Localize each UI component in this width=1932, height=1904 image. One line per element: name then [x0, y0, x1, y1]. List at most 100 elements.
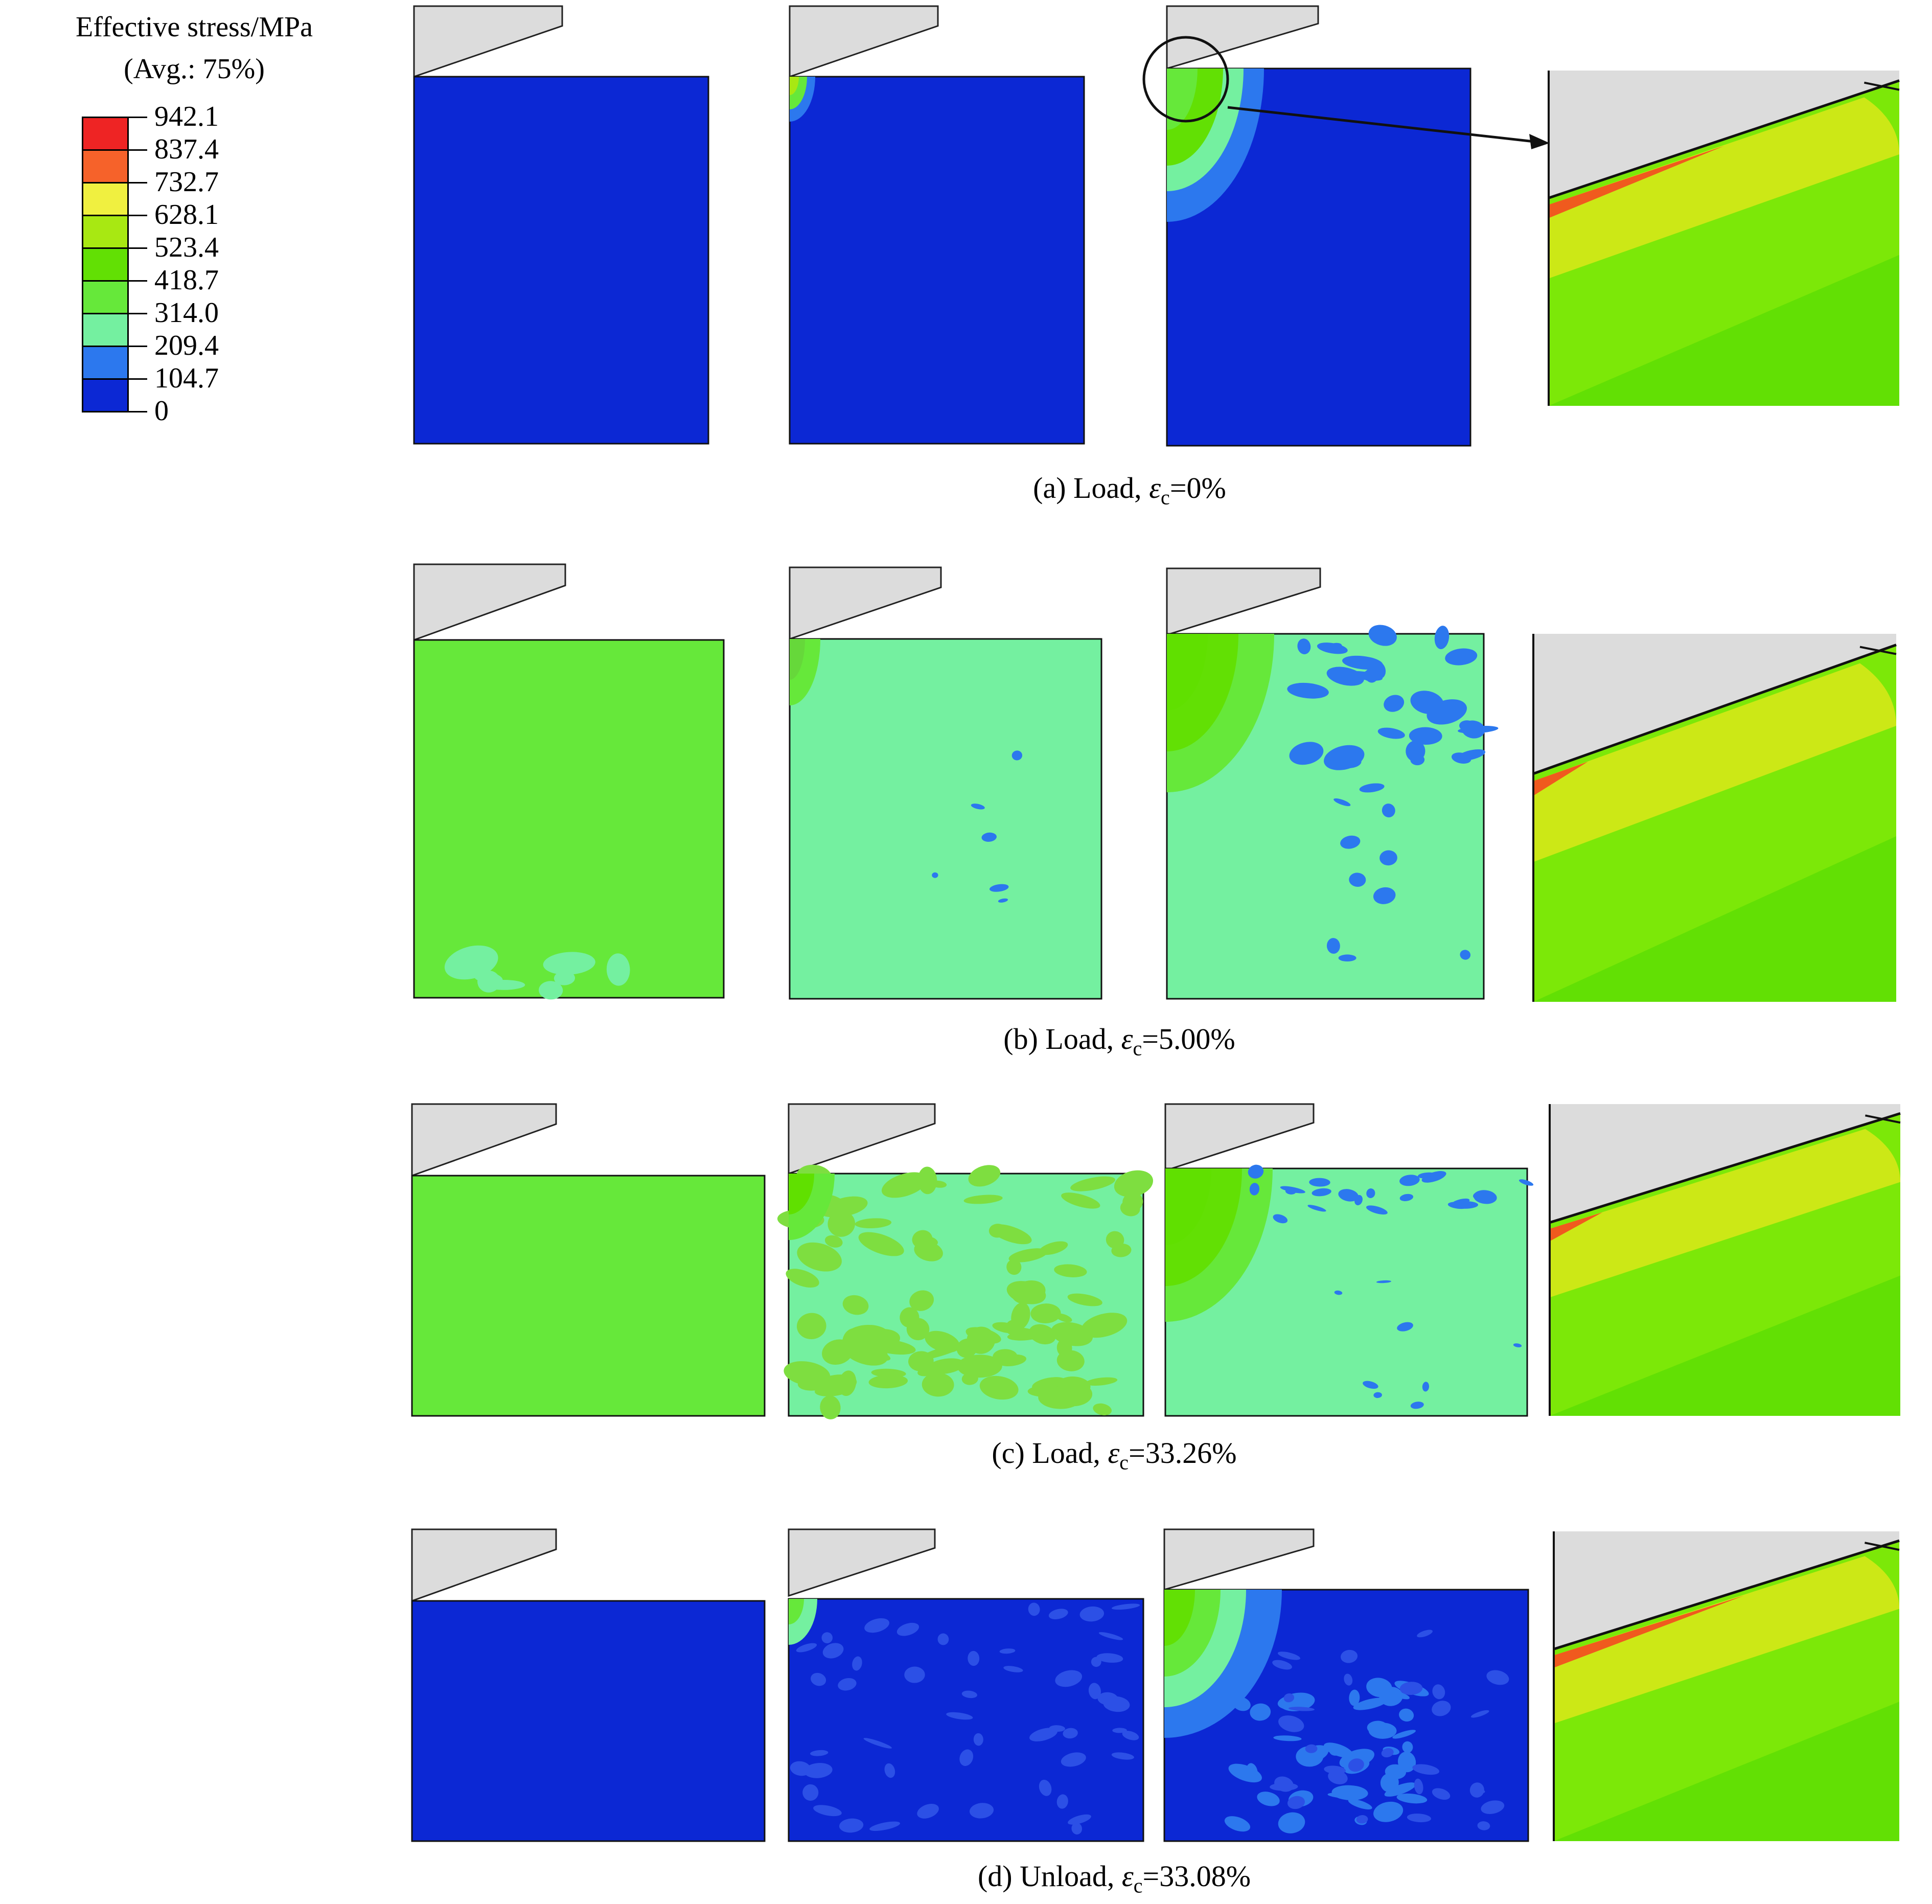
zoom-tool	[1550, 1104, 1900, 1223]
legend-label: 314.0	[154, 297, 219, 329]
stress-patch	[855, 1218, 892, 1229]
stress-patch	[1410, 754, 1425, 766]
stress-patch	[1248, 1164, 1264, 1179]
stress-zone	[789, 1599, 804, 1624]
stress-patch	[1399, 1708, 1414, 1722]
stress-patch	[969, 1803, 994, 1819]
stress-patch	[824, 1235, 843, 1248]
stress-patch	[1272, 1660, 1292, 1670]
stress-band	[1554, 1595, 1744, 1668]
stress-patch	[539, 981, 563, 1000]
stress-patch	[1103, 1696, 1130, 1712]
stress-patch	[1453, 1201, 1479, 1209]
stress-patch	[1481, 1800, 1505, 1814]
stress-patch	[990, 1224, 1032, 1245]
stress-zone	[790, 639, 805, 680]
legend-label: 523.4	[154, 232, 219, 263]
stress-patch	[822, 1643, 844, 1659]
stress-patch	[1409, 727, 1442, 745]
stress-patch	[904, 1666, 925, 1683]
stress-patch	[1067, 1293, 1102, 1306]
stress-patch	[1373, 1392, 1382, 1398]
stress-patch	[956, 1338, 978, 1358]
zoomed-view	[1549, 1104, 1901, 1416]
stress-patch	[606, 953, 630, 986]
workpiece	[789, 638, 1102, 1000]
stress-patch	[1088, 1683, 1101, 1700]
legend-label: 628.1	[154, 199, 219, 231]
stress-patch	[1278, 1812, 1305, 1833]
stress-patch	[937, 1633, 949, 1645]
stress-patch	[1250, 1703, 1271, 1721]
stress-patch	[1011, 1280, 1046, 1304]
stress-patch	[1519, 1179, 1534, 1186]
tool-edge	[1549, 1112, 1901, 1224]
stress-patch	[1323, 1742, 1353, 1758]
stress-patch	[981, 832, 997, 842]
stress-patch	[852, 1656, 862, 1671]
colorbar-legend: Effective stress/MPa (Avg.: 75%) 942.1 83…	[0, 0, 368, 429]
stress-patch	[1384, 1782, 1416, 1797]
stress-patch	[1309, 1178, 1330, 1187]
stress-patch	[1407, 1814, 1431, 1823]
stress-patch	[796, 1643, 817, 1653]
stress-patch	[1273, 1214, 1288, 1224]
stress-patch	[1273, 1735, 1302, 1741]
stress-patch	[1341, 1649, 1358, 1663]
workpiece	[413, 639, 725, 999]
panel-caption: (a) Load, εc=0%	[1033, 471, 1226, 509]
stress-patch	[1340, 835, 1361, 849]
stress-patch	[1396, 1793, 1428, 1804]
stress-patch	[1386, 701, 1400, 711]
legend-tick	[129, 378, 147, 380]
stress-patch	[1434, 626, 1450, 650]
stress-patch	[971, 1356, 993, 1369]
stress-band	[1550, 1275, 1900, 1416]
stress-patch	[1112, 1728, 1127, 1733]
stress-patch	[820, 1395, 841, 1419]
legend-tick	[129, 280, 147, 282]
legend-tick	[129, 117, 147, 118]
stress-patch	[1486, 1670, 1509, 1685]
stress-patch	[1353, 1697, 1388, 1710]
stress-patch	[900, 1307, 919, 1328]
stress-patch	[821, 1632, 833, 1643]
stress-patch	[1477, 1821, 1490, 1830]
stress-patch	[965, 1327, 1001, 1344]
stress-patch	[1249, 1183, 1260, 1196]
stress-patch	[869, 1821, 900, 1831]
stress-patch	[1296, 1746, 1324, 1767]
stress-patch	[963, 1195, 1003, 1204]
stress-patch	[1399, 1194, 1414, 1201]
legend-label: 418.7	[154, 264, 219, 296]
stress-patch	[1410, 691, 1444, 715]
panel-caption: (c) Load, εc=33.26%	[992, 1436, 1237, 1474]
stress-zone	[790, 77, 799, 95]
cutting-tool	[413, 5, 563, 78]
stress-patch	[1070, 1176, 1115, 1191]
stress-patch	[1283, 1693, 1295, 1703]
stress-patch	[1368, 625, 1397, 646]
stress-patch	[1312, 1188, 1331, 1197]
stress-patch	[1029, 1324, 1056, 1345]
stress-zone	[789, 1174, 814, 1214]
cutting-tool	[411, 1103, 557, 1177]
legend-tick	[129, 149, 147, 151]
stress-patch	[1285, 1188, 1296, 1195]
cutting-tool	[1166, 567, 1321, 636]
cutting-tool	[1163, 1528, 1315, 1591]
stress-patch	[1421, 1171, 1446, 1183]
stress-zone	[1165, 1168, 1211, 1245]
stress-patch	[1071, 1822, 1083, 1834]
stress-patch	[864, 1618, 889, 1633]
stress-patch	[919, 1343, 965, 1360]
stress-patch	[1414, 1778, 1423, 1795]
stress-patch	[1389, 1690, 1410, 1700]
stress-patch	[1343, 671, 1362, 682]
stress-patch	[1460, 950, 1471, 960]
stress-patch	[999, 1648, 1016, 1654]
legend-label: 732.7	[154, 166, 219, 198]
stress-patch	[473, 971, 503, 984]
cutting-tool	[789, 5, 939, 78]
stress-patch	[1068, 1814, 1091, 1825]
